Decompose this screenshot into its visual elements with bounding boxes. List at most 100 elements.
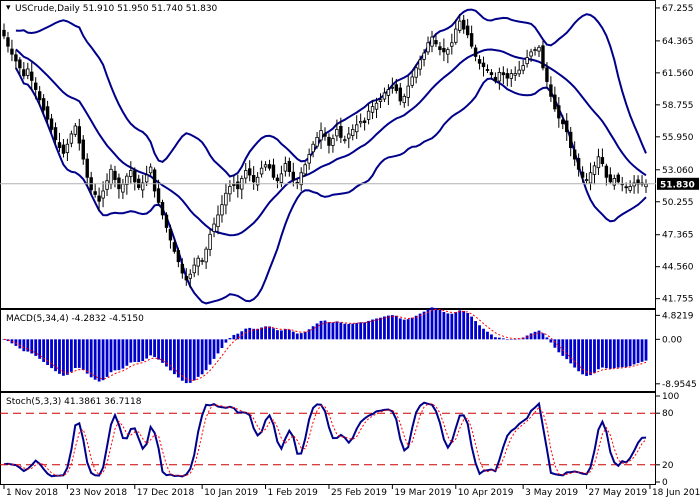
macd-bar	[14, 339, 18, 346]
candle-body	[212, 223, 216, 232]
candle-body	[125, 175, 129, 185]
macd-bar	[260, 327, 263, 340]
candle-body	[398, 87, 402, 102]
candle-body	[248, 168, 252, 176]
candle	[152, 167, 157, 198]
candle-body	[156, 188, 161, 203]
candle	[144, 165, 149, 187]
macd-bar	[577, 339, 581, 372]
macd-bar	[394, 315, 398, 340]
candle-body	[69, 133, 74, 144]
candle-body	[141, 182, 145, 191]
candle	[343, 135, 347, 144]
xtick-label: 3 May 2019	[525, 488, 578, 498]
candle	[513, 66, 517, 81]
macd-bar	[490, 334, 493, 340]
macd-bar	[22, 339, 26, 352]
macd-bar	[545, 337, 549, 340]
candle	[616, 172, 620, 185]
macd-bar	[77, 339, 81, 368]
candle-body	[26, 68, 30, 76]
xtick-label: 10 Jan 2019	[204, 488, 258, 498]
candle	[584, 173, 589, 185]
price-panel	[0, 8, 656, 305]
candle-body	[458, 20, 462, 31]
price-ytick-label: 44.560	[662, 263, 694, 273]
candle	[18, 57, 22, 75]
candle	[541, 40, 545, 71]
macd-bar	[597, 339, 600, 370]
macd-bar	[383, 316, 386, 340]
candle-body	[390, 86, 395, 89]
macd-bar	[252, 328, 256, 340]
macd-bar	[390, 315, 394, 340]
candle	[612, 174, 616, 190]
macd-bar	[585, 339, 588, 376]
candle	[561, 115, 565, 130]
candle	[133, 167, 137, 191]
macd-bar	[593, 339, 596, 373]
candle	[101, 181, 105, 208]
macd-bar	[272, 328, 275, 340]
candle-body	[557, 105, 561, 119]
candle-body	[489, 72, 494, 76]
candle	[339, 117, 343, 143]
candle-body	[244, 170, 248, 179]
macd-bar	[387, 315, 390, 340]
macd-bar	[315, 323, 319, 340]
candle	[164, 212, 169, 233]
candle	[576, 153, 581, 177]
candle	[386, 84, 391, 106]
candle-body	[255, 176, 260, 186]
candle-body	[347, 133, 351, 139]
candle	[34, 77, 38, 100]
candle	[275, 174, 280, 189]
candle-body	[343, 139, 347, 142]
candle	[69, 130, 74, 148]
macd-bar	[133, 339, 137, 362]
candle-body	[101, 190, 105, 199]
candle-body	[517, 69, 521, 75]
macd-bar	[486, 331, 489, 340]
macd-bar	[264, 326, 267, 340]
macd-bar	[402, 319, 406, 340]
macd-bar	[85, 339, 89, 374]
candle	[188, 269, 192, 288]
bollinger-middle-line	[15, 48, 647, 237]
candle	[160, 199, 165, 220]
candle-body	[303, 164, 307, 175]
candle-body	[168, 228, 173, 241]
candle-body	[529, 51, 533, 57]
candle	[469, 25, 474, 49]
candle-body	[616, 174, 620, 183]
candle-body	[414, 67, 418, 78]
candle-body	[572, 149, 577, 160]
candle	[608, 167, 613, 185]
xtick-label: 17 Dec 2018	[137, 488, 195, 498]
candle	[374, 97, 379, 119]
candle	[216, 205, 220, 235]
macd-bar	[283, 329, 287, 340]
candle	[549, 76, 553, 103]
candle-body	[57, 142, 62, 149]
candle-body	[406, 85, 410, 98]
candle	[319, 122, 323, 150]
macd-bar	[38, 339, 42, 359]
macd-bar	[474, 321, 477, 340]
candle	[565, 113, 569, 141]
macd-bar	[323, 320, 327, 340]
candle	[184, 268, 188, 286]
macd-bar	[299, 333, 303, 340]
price-ytick-label: 61.560	[662, 69, 694, 79]
candle	[180, 258, 185, 279]
candle	[311, 141, 315, 158]
candle-body	[30, 71, 34, 81]
candle-body	[160, 202, 165, 216]
candle	[446, 47, 450, 64]
bollinger-upper-line	[15, 8, 647, 178]
candle	[521, 59, 525, 75]
macd-bar	[137, 339, 141, 363]
candle-body	[22, 69, 26, 77]
